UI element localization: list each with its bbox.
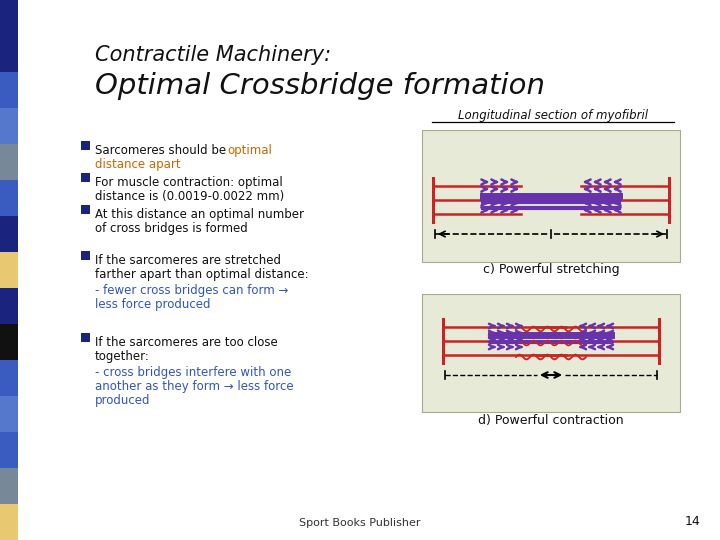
Text: 14: 14 [684, 515, 700, 528]
Text: - cross bridges interfere with one: - cross bridges interfere with one [95, 366, 292, 379]
Bar [0, 288, 18, 324]
Bar [0, 144, 18, 180]
Bar [0, 504, 18, 540]
Text: optimal: optimal [227, 144, 272, 157]
Text: - fewer cross bridges can form →: - fewer cross bridges can form → [95, 284, 289, 297]
Bar [0, 432, 18, 468]
Bar [0, 180, 18, 216]
Bar [0, 252, 18, 288]
Text: If the sarcomeres are too close: If the sarcomeres are too close [95, 336, 278, 349]
Text: Sport Books Publisher: Sport Books Publisher [300, 518, 420, 528]
Bar [0, 360, 18, 396]
Bar [0, 396, 18, 432]
Text: less force produced: less force produced [95, 298, 210, 311]
Bar [0, 324, 18, 360]
Bar [422, 130, 680, 262]
Bar [0, 468, 18, 504]
Text: of cross bridges is formed: of cross bridges is formed [95, 222, 248, 235]
Bar [0, 216, 18, 252]
Text: distance apart: distance apart [95, 158, 181, 171]
Text: Contractile Machinery:: Contractile Machinery: [95, 45, 331, 65]
Text: distance is (0.0019-0.0022 mm): distance is (0.0019-0.0022 mm) [95, 190, 284, 203]
Bar [0, 36, 18, 72]
Text: farther apart than optimal distance:: farther apart than optimal distance: [95, 268, 309, 281]
Text: Longitudinal section of myofibril: Longitudinal section of myofibril [458, 109, 648, 122]
Text: d) Powerful contraction: d) Powerful contraction [478, 414, 624, 427]
Bar [0, 72, 18, 108]
Bar [81, 205, 90, 214]
Bar [81, 173, 90, 182]
Text: produced: produced [95, 394, 150, 407]
Text: For muscle contraction: optimal: For muscle contraction: optimal [95, 176, 283, 189]
Text: At this distance an optimal number: At this distance an optimal number [95, 208, 304, 221]
Bar [0, 108, 18, 144]
Text: If the sarcomeres are stretched: If the sarcomeres are stretched [95, 254, 281, 267]
Bar [81, 251, 90, 260]
Text: another as they form → less force: another as they form → less force [95, 380, 294, 393]
Text: Optimal Crossbridge formation: Optimal Crossbridge formation [95, 72, 545, 100]
Bar [0, 0, 18, 36]
Text: Sarcomeres should be: Sarcomeres should be [95, 144, 230, 157]
Bar [81, 333, 90, 342]
Bar [81, 141, 90, 150]
Text: c) Powerful stretching: c) Powerful stretching [482, 263, 619, 276]
Bar [422, 294, 680, 412]
Text: together:: together: [95, 350, 150, 363]
